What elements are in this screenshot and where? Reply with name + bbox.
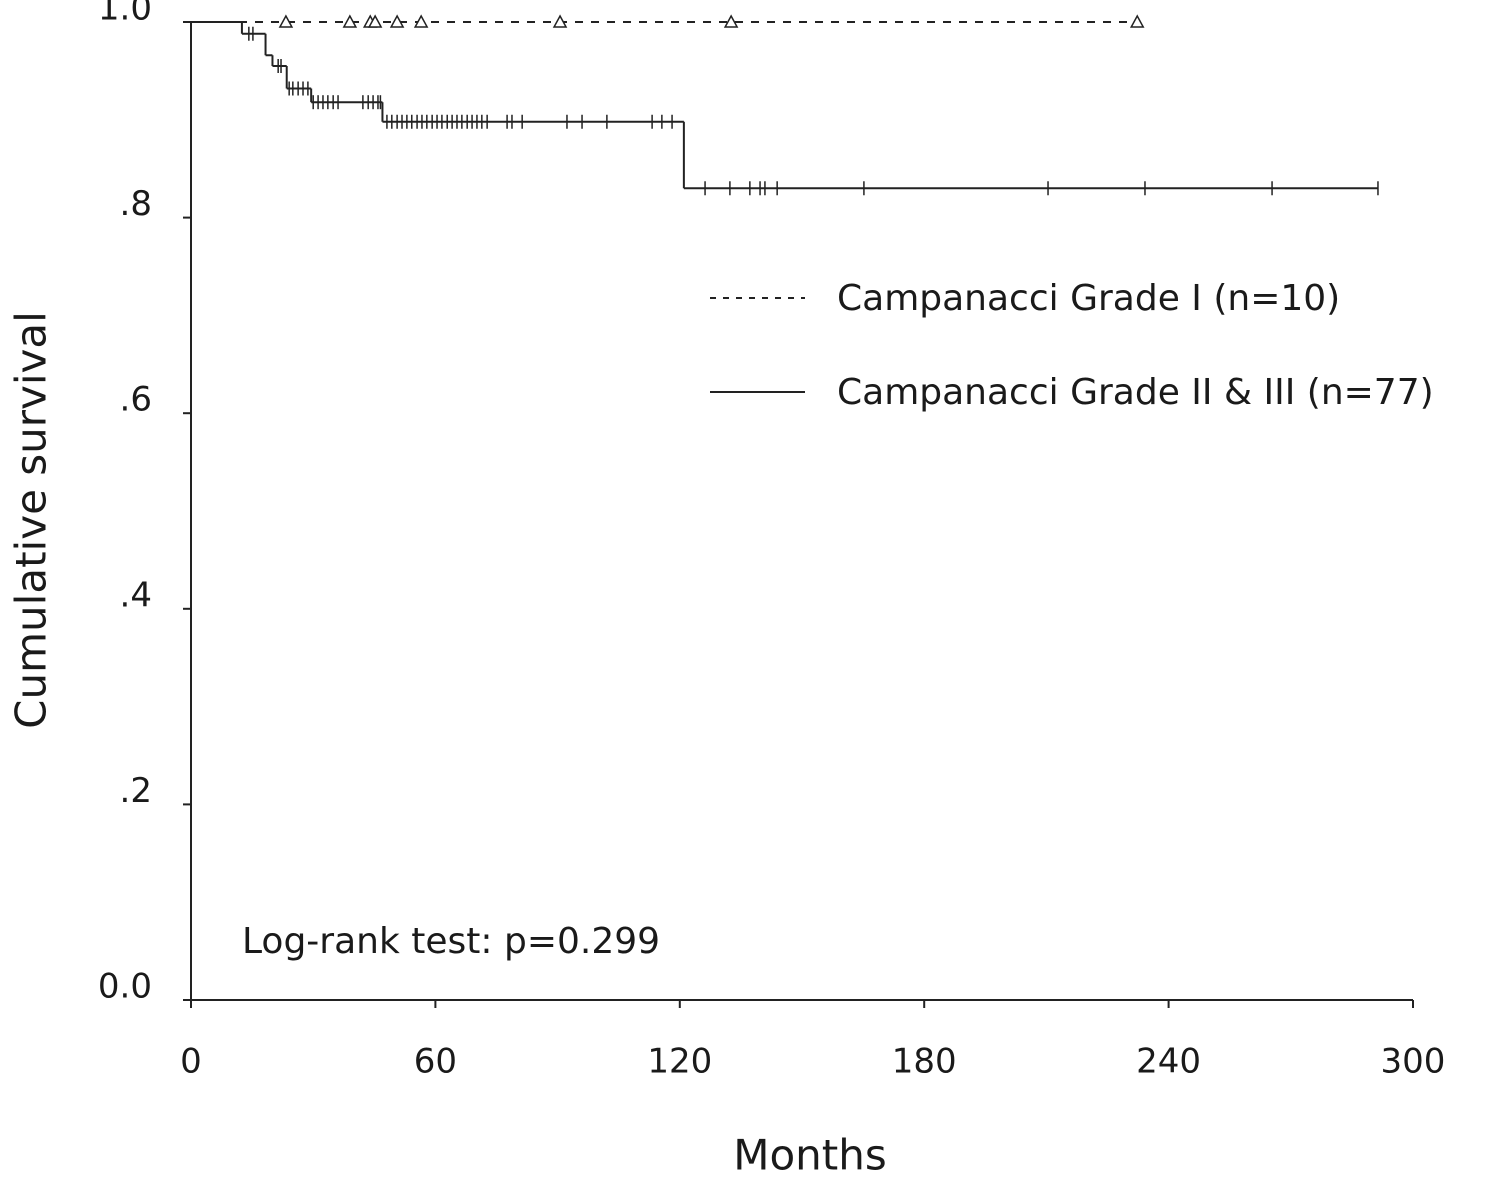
legend-label: Campanacci Grade I (n=10)	[837, 278, 1340, 319]
x-tick-label: 120	[647, 1042, 712, 1082]
censor-mark	[723, 14, 739, 28]
y-tick-label: 1.0	[98, 0, 152, 29]
y-tick-label: .8	[120, 184, 152, 224]
x-tick-label: 0	[180, 1042, 202, 1082]
y-tick-label: .4	[120, 575, 152, 615]
censor-mark	[413, 14, 429, 28]
x-tick-label: 240	[1136, 1042, 1201, 1082]
censor-mark	[552, 14, 568, 28]
y-tick-label: 0.0	[98, 967, 152, 1007]
annotation: Log-rank test: p=0.299	[242, 921, 660, 962]
x-axis-title: Months	[733, 1131, 887, 1180]
censor-mark	[389, 14, 405, 28]
censor-mark	[1129, 14, 1145, 28]
y-axis-title: Cumulative survival	[7, 311, 56, 729]
x-tick-label: 180	[892, 1042, 957, 1082]
legend-label: Campanacci Grade II & III (n=77)	[837, 372, 1434, 413]
x-tick-label: 60	[414, 1042, 457, 1082]
x-tick-label: 300	[1381, 1042, 1446, 1082]
censor-mark	[278, 14, 294, 28]
censor-mark	[367, 14, 383, 28]
censor-mark	[342, 14, 358, 28]
y-tick-label: .6	[120, 380, 152, 420]
y-tick-label: .2	[120, 771, 152, 811]
